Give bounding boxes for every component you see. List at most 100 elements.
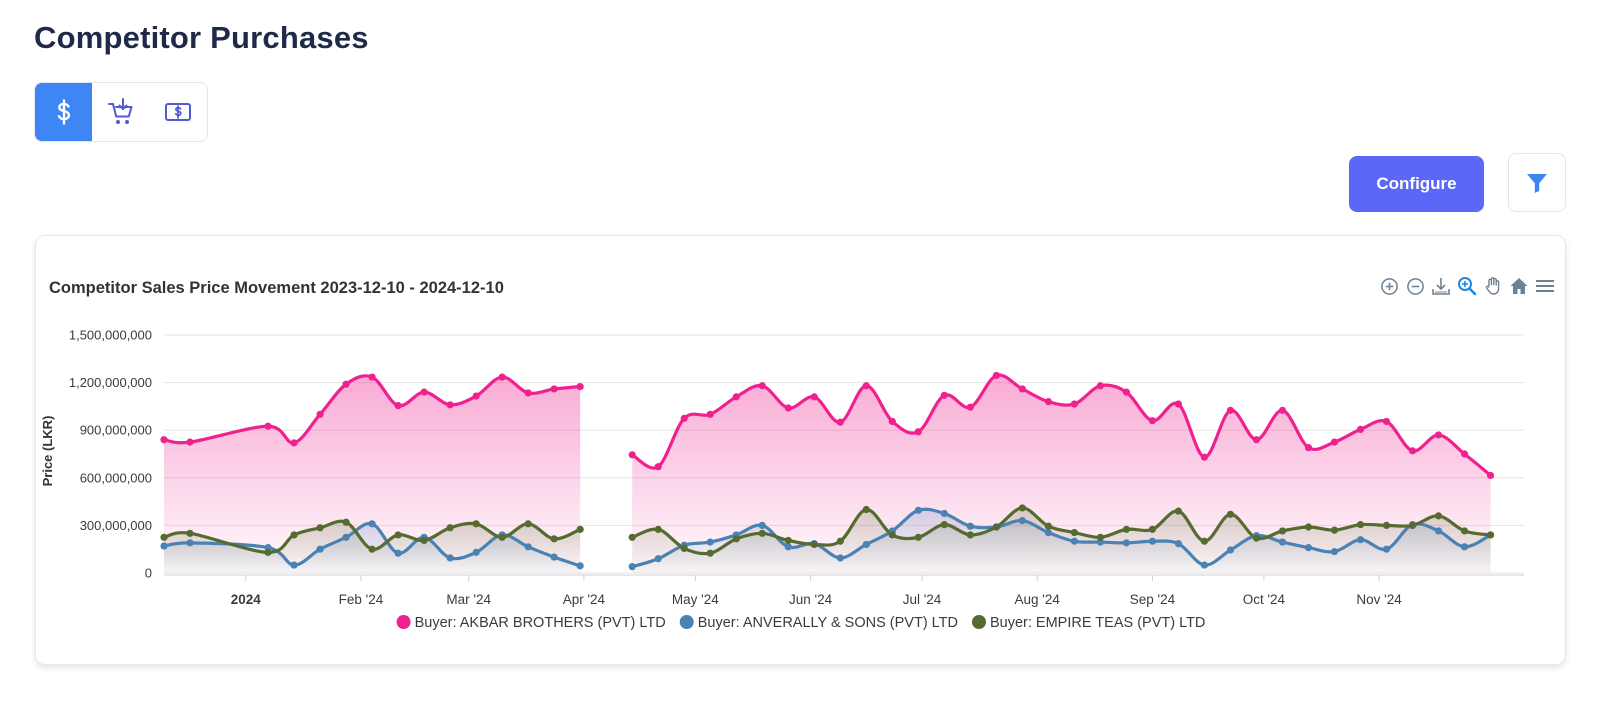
data-point[interactable]: [316, 545, 324, 553]
data-point[interactable]: [342, 518, 350, 526]
data-point[interactable]: [550, 535, 558, 543]
price-mode-button[interactable]: [35, 83, 93, 141]
data-point[interactable]: [784, 536, 792, 545]
data-point[interactable]: [628, 563, 636, 571]
data-point[interactable]: [264, 422, 272, 430]
data-point[interactable]: [186, 529, 194, 537]
data-point[interactable]: [1226, 406, 1235, 414]
data-point[interactable]: [1486, 471, 1495, 480]
data-point[interactable]: [1304, 544, 1313, 552]
data-point[interactable]: [862, 505, 870, 514]
quantity-mode-button[interactable]: [92, 83, 149, 141]
data-point[interactable]: [1278, 406, 1287, 414]
data-point[interactable]: [1070, 528, 1078, 537]
data-point[interactable]: [1356, 425, 1365, 434]
data-point[interactable]: [472, 520, 480, 528]
data-point[interactable]: [1122, 525, 1131, 533]
data-point[interactable]: [1460, 527, 1469, 535]
data-point[interactable]: [394, 402, 402, 410]
data-point[interactable]: [446, 554, 454, 562]
data-point[interactable]: [1408, 447, 1417, 455]
data-point[interactable]: [1018, 385, 1026, 393]
data-point[interactable]: [1486, 531, 1495, 539]
data-point[interactable]: [966, 531, 974, 539]
data-point[interactable]: [1382, 521, 1391, 529]
download-button[interactable]: [1431, 276, 1451, 296]
data-point[interactable]: [1044, 522, 1052, 530]
data-point[interactable]: [1174, 507, 1183, 515]
data-point[interactable]: [1356, 521, 1365, 529]
data-point[interactable]: [1200, 537, 1209, 545]
data-point[interactable]: [290, 531, 298, 539]
data-point[interactable]: [1278, 538, 1287, 546]
data-point[interactable]: [914, 533, 922, 541]
data-point[interactable]: [1096, 533, 1104, 541]
data-point[interactable]: [446, 401, 454, 409]
data-point[interactable]: [1304, 523, 1313, 531]
data-point[interactable]: [1252, 534, 1261, 542]
data-point[interactable]: [498, 373, 506, 381]
legend-item[interactable]: Buyer: EMPIRE TEAS (PVT) LTD: [972, 615, 1205, 631]
configure-button[interactable]: Configure: [1349, 156, 1484, 212]
data-point[interactable]: [524, 520, 532, 528]
reset-zoom-button[interactable]: [1509, 276, 1529, 296]
data-point[interactable]: [368, 545, 376, 553]
data-point[interactable]: [1356, 536, 1365, 544]
data-point[interactable]: [550, 385, 558, 393]
data-point[interactable]: [1330, 547, 1339, 556]
data-point[interactable]: [524, 543, 532, 551]
data-point[interactable]: [524, 389, 532, 397]
data-point[interactable]: [264, 548, 272, 556]
data-point[interactable]: [1460, 543, 1469, 551]
data-point[interactable]: [160, 542, 168, 550]
pan-button[interactable]: [1483, 276, 1503, 296]
data-point[interactable]: [680, 414, 688, 422]
data-point[interactable]: [888, 417, 896, 426]
data-point[interactable]: [1148, 537, 1157, 545]
data-point[interactable]: [1226, 546, 1235, 554]
data-point[interactable]: [550, 553, 558, 561]
data-point[interactable]: [836, 554, 844, 562]
data-point[interactable]: [498, 533, 506, 541]
data-point[interactable]: [1278, 527, 1287, 535]
chart-menu-button[interactable]: [1535, 276, 1555, 296]
data-point[interactable]: [186, 438, 194, 446]
data-point[interactable]: [654, 463, 662, 471]
data-point[interactable]: [446, 524, 454, 532]
data-point[interactable]: [1148, 417, 1157, 425]
data-point[interactable]: [160, 436, 168, 444]
data-point[interactable]: [368, 373, 376, 381]
data-point[interactable]: [394, 549, 402, 557]
data-point[interactable]: [1122, 539, 1131, 547]
data-point[interactable]: [576, 382, 584, 391]
data-point[interactable]: [966, 403, 974, 411]
data-point[interactable]: [862, 540, 870, 549]
data-point[interactable]: [966, 522, 974, 530]
data-point[interactable]: [758, 529, 766, 537]
data-point[interactable]: [628, 533, 636, 541]
data-point[interactable]: [810, 393, 818, 401]
legend-item[interactable]: Buyer: ANVERALLY & SONS (PVT) LTD: [679, 615, 958, 631]
data-point[interactable]: [1018, 517, 1026, 525]
data-point[interactable]: [1382, 417, 1391, 426]
data-point[interactable]: [472, 548, 480, 556]
data-point[interactable]: [1408, 521, 1417, 529]
selection-zoom-button[interactable]: [1457, 276, 1477, 296]
data-point[interactable]: [784, 404, 792, 412]
data-point[interactable]: [706, 410, 714, 418]
data-point[interactable]: [758, 521, 766, 529]
data-point[interactable]: [342, 380, 350, 388]
data-point[interactable]: [862, 382, 870, 390]
data-point[interactable]: [654, 555, 662, 563]
data-point[interactable]: [576, 562, 584, 570]
data-point[interactable]: [342, 533, 350, 541]
data-point[interactable]: [758, 382, 766, 390]
data-point[interactable]: [420, 388, 428, 396]
data-point[interactable]: [1382, 545, 1391, 553]
data-point[interactable]: [706, 538, 714, 546]
data-point[interactable]: [732, 535, 740, 543]
data-point[interactable]: [1304, 444, 1313, 452]
sales-mode-button[interactable]: [150, 83, 207, 141]
data-point[interactable]: [706, 549, 714, 557]
data-point[interactable]: [1148, 525, 1157, 533]
